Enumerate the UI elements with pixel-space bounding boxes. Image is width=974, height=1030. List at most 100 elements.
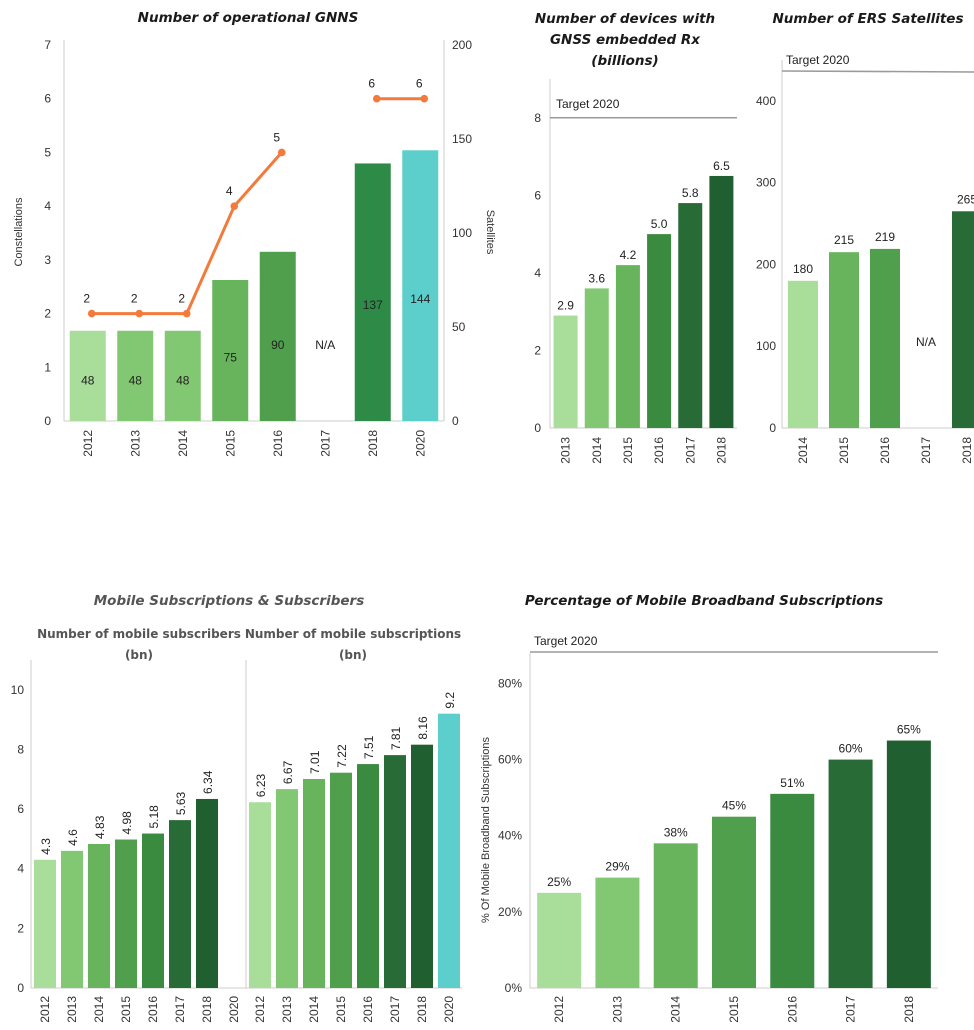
subscribers-x-tick: 2014	[92, 996, 106, 1023]
devices-data-label: 4.2	[620, 248, 637, 262]
devices-title-line1: Number of devices with	[535, 11, 715, 27]
devices-bar	[647, 234, 672, 428]
gnns-y-tick: 6	[44, 92, 51, 106]
broadband-x-tick: 2015	[727, 996, 741, 1023]
subscriptions-bar	[330, 772, 352, 988]
broadband-data-label: 29%	[605, 860, 629, 874]
subscribers-x-tick: 2015	[119, 996, 133, 1023]
devices-title-line2: GNSS embedded Rx	[550, 32, 701, 48]
subscribers-data-label: 5.63	[174, 791, 188, 815]
ers-bar	[870, 248, 900, 428]
broadband-data-label: 65%	[897, 723, 921, 737]
gnns-satellites-bar	[164, 330, 201, 421]
devices-x-tick: 2016	[652, 437, 666, 464]
subscriptions-data-label: 7.01	[308, 750, 322, 774]
gnns-x-tick: 2018	[366, 430, 380, 457]
ers-bar	[788, 280, 818, 428]
gnns-y-tick: 2	[44, 307, 51, 321]
gnns-y2-y-tick: 50	[452, 320, 466, 334]
ers-bar	[952, 211, 974, 428]
gnns-constellations-point	[230, 202, 239, 210]
ers-data-label: N/A	[916, 335, 936, 349]
broadband-data-label: 38%	[664, 825, 688, 839]
subscribers-bar	[34, 859, 56, 988]
broadband-y-tick: 80%	[498, 676, 522, 690]
ers-data-label: 265	[957, 192, 974, 206]
broadband-bar	[712, 816, 756, 988]
gnns-satellites-bar	[354, 163, 391, 421]
broadband-x-tick: 2014	[669, 996, 683, 1023]
gnns-constellations-data-label: 2	[83, 292, 90, 306]
broadband-bar	[537, 892, 582, 988]
devices-x-tick: 2015	[621, 437, 635, 464]
broadband-bar	[828, 759, 873, 988]
gnns-satellites-bar	[402, 150, 439, 421]
subscriptions-bar	[357, 764, 379, 988]
gnns-satellites-data-label: 75	[224, 351, 238, 365]
subscribers-bar	[115, 839, 137, 988]
subscribers-data-label: 6.34	[201, 770, 215, 794]
devices-data-label: 3.6	[588, 271, 605, 285]
mobile-y-tick: 4	[17, 862, 24, 876]
broadband-data-label: 25%	[547, 875, 571, 889]
ers-y-tick: 100	[756, 339, 776, 353]
gnns-x-tick: 2014	[176, 430, 190, 457]
gnns-constellations-data-label: 2	[131, 292, 138, 306]
devices-bar	[615, 265, 640, 428]
subscriptions-data-label: 8.16	[416, 716, 430, 740]
subscriptions-bar	[438, 713, 460, 988]
subscriptions-data-label: 7.22	[335, 744, 349, 768]
subscriptions-data-label: 6.23	[254, 774, 268, 798]
devices-target-label: Target 2020	[556, 97, 620, 111]
broadband-y-tick: 0%	[505, 981, 523, 995]
subscriptions-bar	[249, 802, 271, 988]
gnns-x-tick: 2016	[271, 430, 285, 457]
devices-y-tick: 6	[534, 188, 541, 202]
subscriptions-bar	[411, 744, 433, 988]
gnns-title: Number of operational GNNS	[138, 10, 359, 26]
gnns-constellations-data-label: 2	[178, 292, 185, 306]
mobile-y-tick: 10	[11, 683, 25, 697]
devices-data-label: 5.0	[651, 217, 668, 231]
subscribers-bar	[169, 820, 191, 988]
gnns-x-tick: 2017	[318, 430, 332, 457]
gnns-constellations-data-label: 5	[273, 130, 280, 144]
ers-x-tick: 2017	[919, 437, 933, 464]
gnns-satellites-data-label: 48	[129, 373, 143, 387]
gnns-constellations-point	[182, 309, 191, 318]
subscriptions-data-label: 7.51	[362, 735, 376, 759]
ers-data-label: 215	[834, 233, 854, 247]
ers-data-label: 180	[793, 262, 813, 276]
subscriptions-x-tick: 2020	[442, 996, 456, 1023]
ers-x-tick: 2015	[837, 437, 851, 464]
subscribers-data-label: 4.6	[66, 829, 80, 846]
subscribers-data-label: 4.98	[120, 811, 134, 835]
gnns-satellites-bar	[212, 280, 249, 421]
devices-x-tick: 2014	[590, 437, 604, 464]
gnns-satellites-data-label: 90	[271, 338, 285, 352]
subscribers-bar	[196, 798, 218, 988]
devices-data-label: 2.9	[557, 299, 574, 313]
subscriptions-data-label: 6.67	[281, 760, 295, 784]
broadband-title: Percentage of Mobile Broadband Subscript…	[525, 593, 883, 609]
devices-x-tick: 2013	[559, 437, 573, 464]
subscriptions-x-tick: 2013	[280, 996, 294, 1023]
gnns-y2-y-tick: 200	[452, 38, 472, 52]
subscriptions-data-label: 9.2	[443, 692, 457, 709]
ers-x-tick: 2014	[796, 437, 810, 464]
ers-title: Number of ERS Satellites	[772, 11, 963, 27]
devices-y-tick: 4	[534, 266, 541, 280]
ers-data-label: 219	[875, 230, 895, 244]
broadband-x-tick: 2012	[552, 996, 566, 1023]
gnns-satellites-data-label: N/A	[315, 338, 335, 352]
devices-data-label: 6.5	[713, 159, 730, 173]
subscribers-x-tick: 2018	[200, 996, 214, 1023]
subscriptions-bar	[384, 755, 406, 988]
subscriptions-bar	[303, 778, 325, 988]
subscribers-bar	[142, 833, 164, 988]
subscriptions-data-label: 7.81	[389, 726, 403, 750]
subscribers-x-tick: 2013	[65, 996, 79, 1023]
gnns-y-tick: 0	[44, 414, 51, 428]
devices-bar	[709, 175, 734, 428]
ers-y-tick: 0	[769, 421, 776, 435]
